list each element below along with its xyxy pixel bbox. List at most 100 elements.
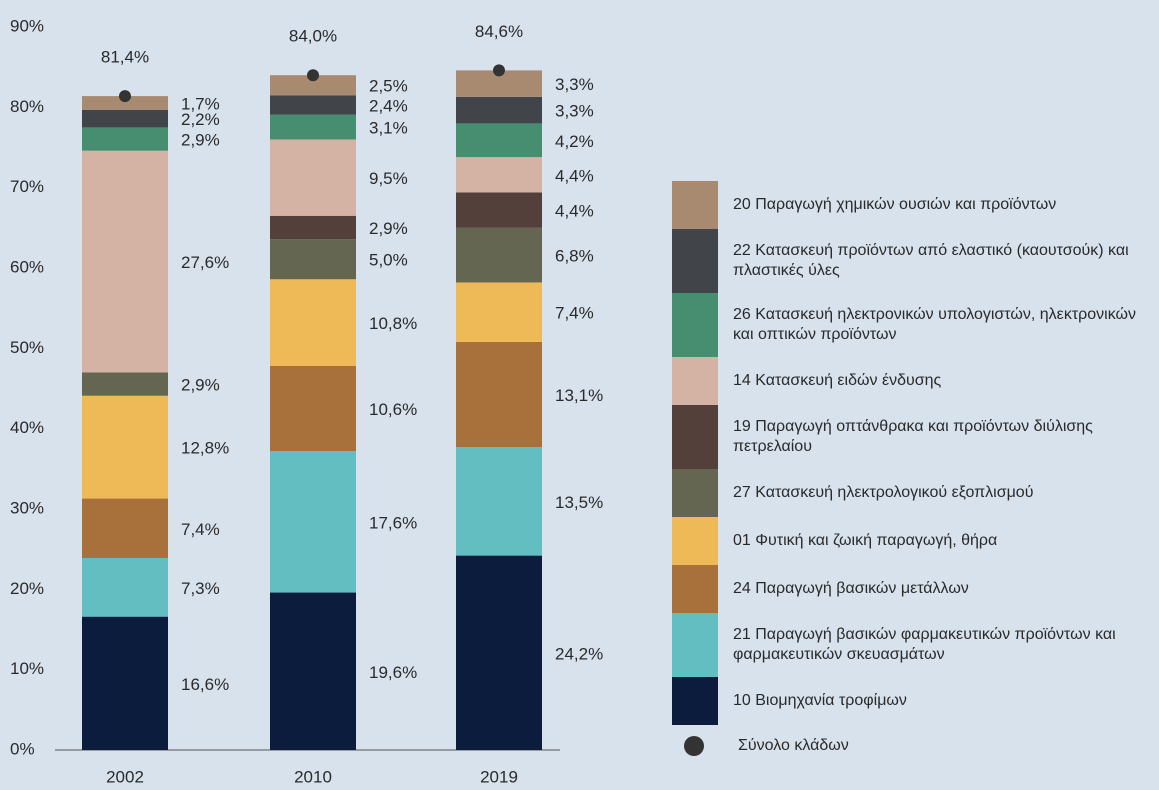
x-tick-label: 2019 [480,767,518,786]
bar-segment [456,192,542,228]
bar-segment [82,109,168,128]
data-label: 7,3% [181,579,220,598]
data-label: 2,2% [181,110,220,129]
bar-segment [82,127,168,151]
chart: 0% 10% 20% 30% 40% 50% 60% 70% 80% 90% 2002 16,6% 7,… [10,16,603,786]
y-tick-label: 50% [10,338,44,357]
bar-segment [456,447,542,556]
bar-segment [270,75,356,96]
legend-swatch [672,293,718,357]
y-tick-label: 0% [10,739,35,758]
legend-label: 19 Παραγωγή οπτάνθρακα και προϊόντων διύ… [733,418,1093,455]
data-label: 1,7% [181,94,220,113]
bar-segment [270,95,356,115]
data-label: 4,4% [555,202,594,221]
data-label: 3,3% [555,75,594,94]
legend-swatch [672,181,718,229]
legend-label: 20 Παραγωγή χημικών ουσιών και προϊόντων [733,196,1057,213]
legend-label: 10 Βιομηχανία τροφίμων [733,692,907,709]
data-label: 10,6% [369,400,417,419]
legend-item: 22 Κατασκευή προϊόντων από ελαστικό (καο… [672,229,1159,293]
legend-item: 10 Βιομηχανία τροφίμων [672,677,1159,725]
legend-swatch [672,469,718,517]
bar-segment [270,215,356,240]
bar-segment [456,555,542,750]
y-tick-label: 60% [10,257,44,276]
legend-swatch [672,357,718,405]
data-label: 6,8% [555,247,594,266]
bar-segment [82,558,168,617]
y-tick-label: 20% [10,579,44,598]
data-label: 17,6% [369,513,417,532]
total-label: 84,6% [475,22,523,41]
legend: 20 Παραγωγή χημικών ουσιών και προϊόντων… [672,181,1159,725]
legend-item: 26 Κατασκευή ηλεκτρονικών υπολογιστών, η… [672,293,1159,357]
data-label: 16,6% [181,675,229,694]
data-label: 7,4% [555,304,594,323]
bar-segment [270,239,356,280]
data-label: 7,4% [181,520,220,539]
legend-label: 01 Φυτική και ζωική παραγωγή, θήρα [733,532,998,549]
bar-segment [270,366,356,452]
total-marker [493,64,505,77]
total-label: 81,4% [101,48,149,67]
bar-segment [82,616,168,750]
data-label: 2,9% [181,131,220,150]
legend-label: 14 Κατασκευή ειδών ένδυσης [733,372,942,389]
bar-segment [82,395,168,499]
data-label: 5,0% [369,251,408,270]
y-tick-label: 30% [10,498,44,517]
y-tick-label: 80% [10,97,44,116]
y-tick-label: 10% [10,659,44,678]
legend-item: 27 Κατασκευή ηλεκτρολογικού εξοπλισμού [672,469,1159,517]
bar-segment [456,341,542,448]
data-label: 13,5% [555,493,603,512]
data-label: 2,4% [369,96,408,115]
legend-label: 21 Παραγωγή βασικών φαρμακευτικών προϊόν… [733,626,1116,663]
bar-segment [270,451,356,593]
bar-segment [82,150,168,373]
legend-dot [684,736,704,756]
legend-item: 01 Φυτική και ζωική παραγωγή, θήρα [672,517,1159,565]
data-label: 24,2% [555,644,603,663]
legend-swatch [672,613,718,677]
data-label: 13,1% [555,386,603,405]
x-tick-label: 2002 [106,767,144,786]
legend-label: 22 Κατασκευή προϊόντων από ελαστικό (καο… [733,242,1129,279]
data-label: 19,6% [369,663,417,682]
data-label: 2,9% [369,219,408,238]
legend-label: 27 Κατασκευή ηλεκτρολογικού εξοπλισμού [733,484,1034,501]
y-tick-label: 40% [10,418,44,437]
x-tick-label: 2010 [294,767,332,786]
legend-swatch [672,229,718,293]
bar-segment [270,592,356,750]
bar-segment [456,157,542,193]
bar-segment [82,498,168,559]
bar-segment [270,114,356,140]
data-label: 12,8% [181,439,229,458]
total-marker [119,90,131,103]
y-tick-label: 70% [10,177,44,196]
legend-item: 14 Κατασκευή ειδών ένδυσης [672,357,1159,405]
bar-segment [270,279,356,367]
bar-segment [82,96,168,110]
legend-swatch [672,677,718,725]
bar-segment [456,227,542,283]
data-label: 4,2% [555,132,594,151]
total-marker [307,69,319,82]
legend-label: 26 Κατασκευή ηλεκτρονικών υπολογιστών, η… [733,306,1136,343]
legend-label: Σύνολο κλάδων [738,737,849,754]
data-label: 2,9% [181,376,220,395]
bar-segment [456,96,542,124]
legend-swatch [672,565,718,613]
legend-swatch [672,517,718,565]
data-label: 27,6% [181,253,229,272]
legend-label: 24 Παραγωγή βασικών μετάλλων [733,580,969,597]
data-label: 2,5% [369,77,408,96]
y-tick-label: 90% [10,16,44,35]
data-label: 4,4% [555,166,594,185]
data-label: 3,1% [369,118,408,137]
data-label: 10,8% [369,314,417,333]
data-label: 3,3% [555,102,594,121]
